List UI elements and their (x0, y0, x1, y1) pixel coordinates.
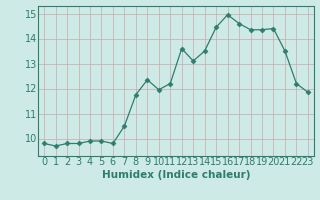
X-axis label: Humidex (Indice chaleur): Humidex (Indice chaleur) (102, 170, 250, 180)
